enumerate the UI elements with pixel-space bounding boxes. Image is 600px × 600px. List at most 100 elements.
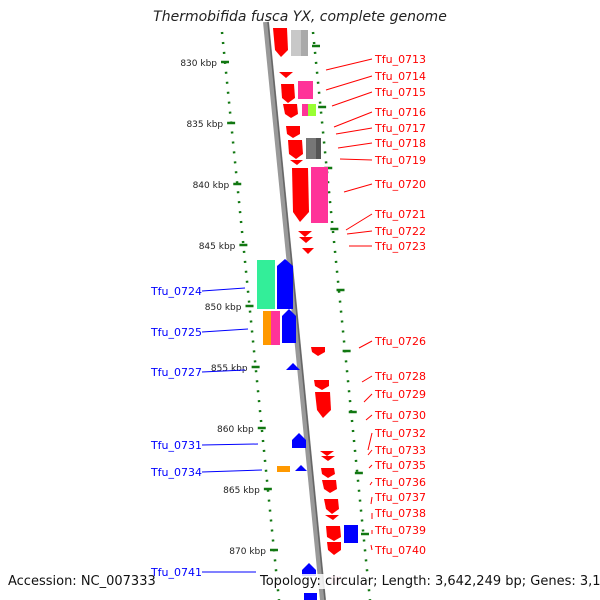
gene-arrow-red	[298, 231, 312, 237]
leader-line	[201, 443, 259, 446]
leader-line	[201, 469, 263, 473]
gene-block-darkgray	[316, 138, 321, 159]
gene-label-tfu_0724[interactable]: Tfu_0724	[150, 285, 202, 298]
gene-label-tfu_0727[interactable]: Tfu_0727	[150, 366, 202, 379]
scale-label: 870 kbp	[229, 547, 266, 557]
gene-arrow-red	[286, 126, 300, 138]
gene-label-tfu_0733[interactable]: Tfu_0733	[374, 444, 426, 457]
gene-arrow-blue	[282, 309, 296, 343]
genome-summary-text: Topology: circular; Length: 3,642,249 bp…	[260, 574, 600, 589]
gene-arrow-red	[314, 380, 329, 390]
scale-label: 865 kbp	[223, 486, 260, 496]
gene-block-magenta	[271, 311, 280, 345]
gene-label-tfu_0734[interactable]: Tfu_0734	[150, 466, 202, 479]
gene-label-tfu_0719[interactable]: Tfu_0719	[374, 154, 426, 167]
leader-line	[325, 58, 373, 71]
gene-arrow-red	[273, 28, 288, 57]
accession-text: Accession: NC_007333	[8, 574, 156, 589]
gene-label-tfu_0716[interactable]: Tfu_0716	[374, 106, 426, 119]
gene-label-tfu_0722[interactable]: Tfu_0722	[374, 225, 426, 238]
gene-label-tfu_0723[interactable]: Tfu_0723	[374, 240, 426, 253]
leader-line	[201, 369, 246, 373]
scale-label: 860 kbp	[217, 425, 254, 435]
gene-block-gray	[301, 30, 308, 56]
gene-arrow-blue	[295, 465, 307, 471]
gene-arrow-red	[283, 104, 298, 118]
gene-block-green	[257, 260, 275, 309]
leader-line	[201, 328, 249, 333]
scale-label: 855 kbp	[211, 364, 248, 374]
gene-arrow-blue	[277, 259, 293, 309]
gene-arrow-red	[324, 499, 339, 514]
gene-label-tfu_0720[interactable]: Tfu_0720	[374, 178, 426, 191]
gene-arrow-red	[292, 168, 309, 222]
gene-arrow-red	[322, 480, 337, 493]
scale-track-right	[311, 31, 372, 600]
gene-label-tfu_0738[interactable]: Tfu_0738	[374, 507, 426, 520]
leader-line	[367, 432, 373, 451]
gene-arrow-red	[299, 237, 313, 243]
leader-line	[331, 91, 373, 107]
gene-block-gray	[291, 30, 301, 56]
gene-label-tfu_0728[interactable]: Tfu_0728	[374, 370, 426, 383]
gene-arrow-red	[315, 392, 331, 418]
leader-line	[333, 111, 373, 128]
gene-block-orange	[263, 311, 271, 345]
gene-label-tfu_0732[interactable]: Tfu_0732	[374, 427, 426, 440]
gene-label-tfu_0714[interactable]: Tfu_0714	[374, 70, 426, 83]
gene-label-tfu_0730[interactable]: Tfu_0730	[374, 409, 426, 422]
leader-line	[335, 127, 373, 135]
genome-backbone-highlight	[267, 21, 326, 600]
scale-label: 835 kbp	[186, 120, 223, 130]
gene-block-darkgray	[306, 138, 316, 159]
gene-arrow-red	[302, 248, 314, 254]
gene-labels-right: Tfu_0713 Tfu_0714 Tfu_0715 Tfu_0716 Tfu_0717…	[325, 53, 426, 557]
leader-line	[363, 393, 373, 403]
gene-label-tfu_0731[interactable]: Tfu_0731	[150, 439, 202, 452]
gene-arrow-blue	[292, 433, 306, 448]
gene-label-tfu_0739[interactable]: Tfu_0739	[374, 524, 426, 537]
gene-label-tfu_0741[interactable]: Tfu_0741	[150, 566, 202, 579]
gene-block-lime	[308, 104, 316, 116]
gene-label-tfu_0729[interactable]: Tfu_0729	[374, 388, 426, 401]
gene-arrow-red	[325, 515, 339, 520]
gene-label-tfu_0715[interactable]: Tfu_0715	[374, 86, 426, 99]
scale-label: 830 kbp	[180, 59, 217, 69]
gene-label-tfu_0713[interactable]: Tfu_0713	[374, 53, 426, 66]
gene-arrow-red	[281, 84, 295, 103]
gene-block-magenta	[298, 81, 313, 99]
gene-arrow-red	[327, 542, 341, 555]
leader-line	[361, 375, 373, 383]
gene-label-tfu_0718[interactable]: Tfu_0718	[374, 137, 426, 150]
gene-block-orange	[277, 466, 290, 472]
gene-label-tfu_0717[interactable]: Tfu_0717	[374, 122, 426, 135]
gene-arrow-blue	[286, 363, 300, 370]
map-title: Thermobifida fusca YX, complete genome	[153, 9, 447, 25]
gene-label-tfu_0736[interactable]: Tfu_0736	[374, 476, 426, 489]
gene-arrow-red	[290, 160, 303, 165]
gene-arrow-red	[326, 526, 341, 541]
gene-arrow-red	[320, 451, 334, 456]
leader-line	[370, 496, 373, 505]
gene-label-tfu_0740[interactable]: Tfu_0740	[374, 544, 426, 557]
gene-label-tfu_0726[interactable]: Tfu_0726	[374, 335, 426, 348]
gene-label-tfu_0737[interactable]: Tfu_0737	[374, 491, 426, 504]
gene-label-tfu_0735[interactable]: Tfu_0735	[374, 459, 426, 472]
leader-line	[325, 75, 373, 91]
leader-line	[370, 544, 373, 551]
scale-ticks-right	[312, 44, 369, 536]
scale-label: 845 kbp	[199, 242, 236, 252]
gene-arrow-red	[321, 456, 335, 461]
gene-label-tfu_0725[interactable]: Tfu_0725	[150, 326, 202, 339]
gene-arrow-blue	[302, 563, 316, 576]
gene-labels-left: Tfu_0724 Tfu_0725 Tfu_0727 Tfu_0731 Tfu_0734…	[150, 285, 263, 579]
gene-label-tfu_0721[interactable]: Tfu_0721	[374, 208, 426, 221]
scale-labels: 830 kbp 835 kbp 840 kbp 845 kbp 850 kbp 855 k…	[180, 59, 278, 557]
leader-line	[337, 142, 373, 149]
gene-block-blue	[344, 525, 358, 543]
gene-block-blue	[304, 593, 317, 600]
gene-arrow-red	[311, 347, 325, 356]
leader-line	[343, 183, 373, 193]
